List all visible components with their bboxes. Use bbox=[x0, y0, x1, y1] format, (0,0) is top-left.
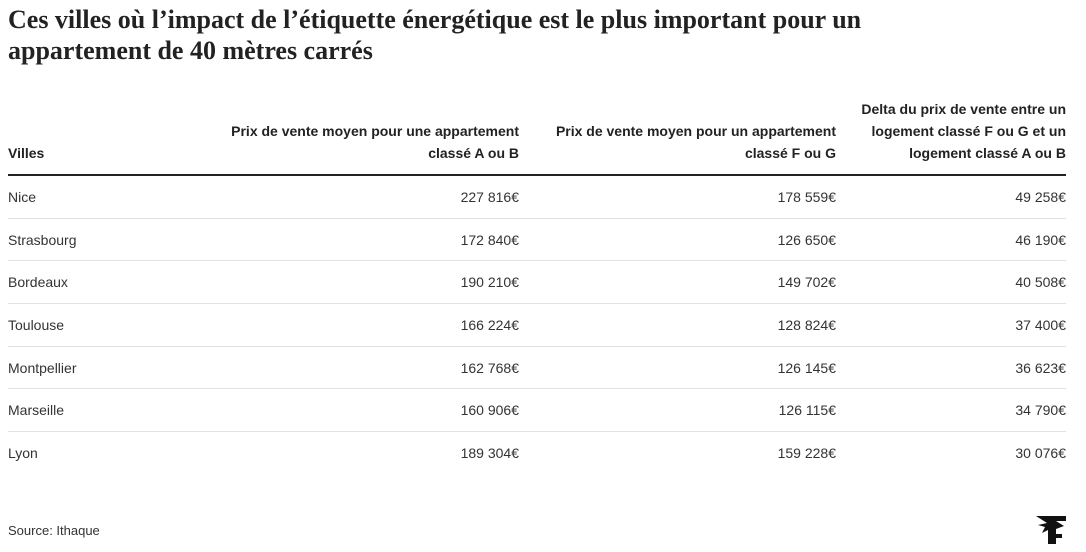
cell-price-a-or-b: 172 840€ bbox=[188, 218, 519, 262]
source-note: Source: Ithaque bbox=[8, 523, 100, 538]
chart-title: Ces villes où l’impact de l’étiquette én… bbox=[8, 5, 862, 65]
cell-price-a-or-b: 189 304€ bbox=[460, 444, 519, 461]
cell-price-f-or-g: 126 650€ bbox=[519, 218, 836, 262]
cell-delta: 46 190€ bbox=[836, 218, 1066, 262]
table-row: Strasbourg 172 840€ 126 650€ 46 190€ bbox=[8, 218, 1066, 262]
table-body: Nice 227 816€ 178 559€ 49 258€ Strasbourg 172… bbox=[8, 175, 1066, 474]
table-row: Marseille 160 906€ 126 115€ 34 790€ bbox=[8, 388, 1066, 433]
table-row: Toulouse 166 224€ 128 824€ 37 400€ bbox=[8, 303, 1066, 347]
price-table: Villes Prix de vente moyen pour une appa… bbox=[8, 98, 1066, 474]
cell-price-a-or-b: 166 224€ bbox=[188, 303, 519, 347]
cell-price-a-or-b: 227 816€ bbox=[188, 175, 519, 219]
cell-price-a-or-b: 162 768€ bbox=[188, 346, 519, 390]
cell-price-f-or-g: 149 702€ bbox=[519, 260, 836, 305]
cell-city: Toulouse bbox=[8, 303, 188, 347]
cell-delta: 34 790€ bbox=[836, 388, 1066, 433]
cell-price-f-or-g: 128 824€ bbox=[519, 303, 836, 347]
cell-price-f-or-g: 126 145€ bbox=[519, 346, 836, 390]
cell-price-f-or-g: 159 228€ bbox=[777, 444, 836, 461]
column-header-price-f-or-g[interactable]: Prix de vente moyen pour un appartement … bbox=[519, 98, 836, 176]
column-header-delta[interactable]: Delta du prix de vente entre un logement… bbox=[836, 98, 1066, 176]
cell-city: Strasbourg bbox=[8, 218, 188, 262]
le-figaro-logo-icon[interactable] bbox=[1034, 514, 1068, 546]
cell-price-f-or-g: 178 559€ bbox=[519, 175, 836, 219]
cell-delta: 37 400€ bbox=[836, 303, 1066, 347]
cell-city: Montpellier bbox=[8, 346, 188, 390]
table-row: Montpellier 162 768€ 126 145€ 36 623€ bbox=[8, 346, 1066, 390]
column-header-price-a-or-b[interactable]: Prix de vente moyen pour une appartement… bbox=[188, 98, 519, 176]
cell-price-f-or-g: 126 115€ bbox=[519, 388, 836, 433]
cell-delta: 36 623€ bbox=[836, 346, 1066, 390]
table-row: Nice 227 816€ 178 559€ 49 258€ bbox=[8, 175, 1066, 219]
cell-price-a-or-b: 160 906€ bbox=[188, 388, 519, 433]
cell-city: Nice bbox=[8, 175, 188, 219]
table-row: Lyon 189 304€ 159 228€ 30 076€ bbox=[8, 432, 1066, 474]
cell-delta: 40 508€ bbox=[836, 260, 1066, 305]
cell-city: Bordeaux bbox=[8, 260, 188, 305]
table-row: Bordeaux 190 210€ 149 702€ 40 508€ bbox=[8, 260, 1066, 305]
column-header-cities[interactable]: Villes bbox=[8, 98, 188, 176]
cell-delta: 30 076€ bbox=[1015, 444, 1066, 461]
cell-city: Lyon bbox=[8, 444, 38, 461]
table-header-row: Villes Prix de vente moyen pour une appa… bbox=[8, 98, 1066, 176]
cell-city: Marseille bbox=[8, 388, 188, 433]
cell-price-a-or-b: 190 210€ bbox=[188, 260, 519, 305]
cell-delta: 49 258€ bbox=[836, 175, 1066, 219]
